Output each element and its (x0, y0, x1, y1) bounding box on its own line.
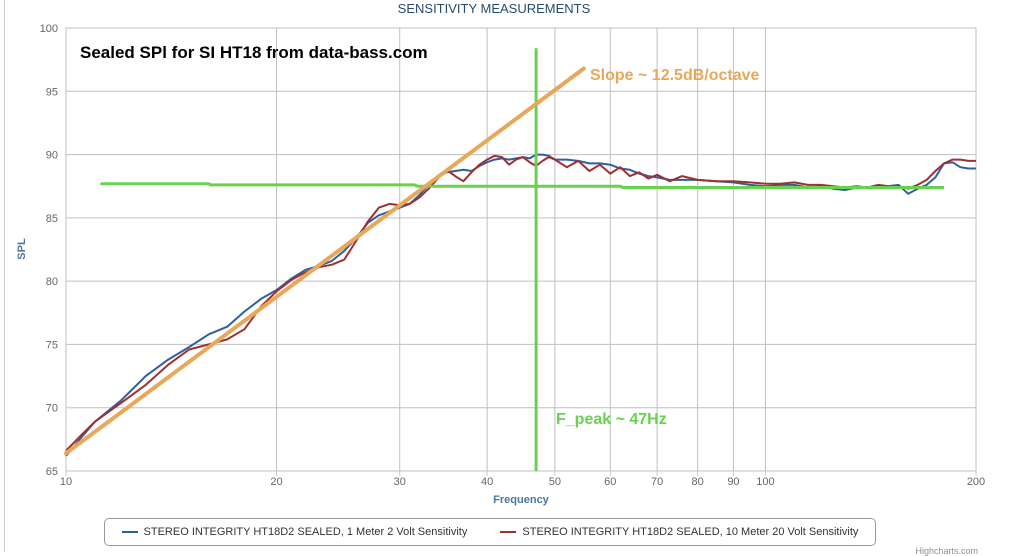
annotation-slope-text: Slope ~ 12.5dB/octave (590, 67, 760, 84)
legend-item-10m-20v[interactable]: STEREO INTEGRITY HT18D2 SEALED, 10 Meter… (500, 526, 858, 538)
grid (65, 27, 977, 476)
y-tick-label: 90 (46, 150, 58, 162)
legend-label-10m-20v: STEREO INTEGRITY HT18D2 SEALED, 10 Meter… (522, 526, 859, 538)
series-layer (65, 153, 976, 457)
frame-edge (4, 0, 5, 552)
y-axis-title: SPL (16, 238, 28, 260)
y-tick-label: 100 (40, 23, 58, 35)
chart-title: SENSITIVITY MEASUREMENTS (398, 1, 591, 16)
legend-item-1m-2v[interactable]: STEREO INTEGRITY HT18D2 SEALED, 1 Meter … (121, 526, 468, 538)
x-tick-label: 100 (756, 476, 774, 488)
x-axis-tick-labels: 10 20 30 40 50 60 70 80 90 100 200 (60, 476, 985, 488)
y-tick-label: 65 (46, 466, 58, 478)
x-tick-label: 10 (60, 476, 72, 488)
annotation-layer (64, 48, 944, 471)
green-horizontal-line (100, 182, 944, 189)
y-tick-label: 80 (46, 276, 58, 288)
y-tick-label: 75 (46, 339, 58, 351)
legend: STEREO INTEGRITY HT18D2 SEALED, 1 Meter … (104, 518, 876, 546)
series-line-10m-20v (65, 154, 976, 452)
x-tick-label: 200 (967, 476, 985, 488)
orange-slope-line (64, 66, 586, 456)
credits[interactable]: Highcharts.com (915, 546, 978, 556)
legend-swatch-red (500, 531, 517, 533)
x-tick-label: 80 (692, 476, 704, 488)
y-axis-tick-labels: 65 70 75 80 85 90 95 100 (40, 23, 58, 478)
plot-frame (65, 27, 977, 472)
x-axis-title: Frequency (493, 494, 550, 506)
y-tick-label: 95 (46, 86, 58, 98)
x-tick-label: 60 (604, 476, 616, 488)
annotation-main-text: Sealed SPl for SI HT18 from data-bass.co… (80, 43, 428, 62)
annotation-fpeak-text: F_peak ~ 47Hz (556, 411, 667, 428)
x-tick-label: 70 (651, 476, 663, 488)
y-tick-label: 70 (46, 403, 58, 415)
series-line-1m-2v (65, 153, 976, 457)
y-tick-label: 85 (46, 213, 58, 225)
x-tick-label: 40 (481, 476, 493, 488)
x-tick-label: 50 (549, 476, 561, 488)
x-tick-label: 20 (270, 476, 282, 488)
x-tick-label: 90 (727, 476, 739, 488)
x-tick-label: 30 (394, 476, 406, 488)
legend-label-1m-2v: STEREO INTEGRITY HT18D2 SEALED, 1 Meter … (143, 526, 468, 538)
legend-swatch-blue (121, 531, 138, 533)
